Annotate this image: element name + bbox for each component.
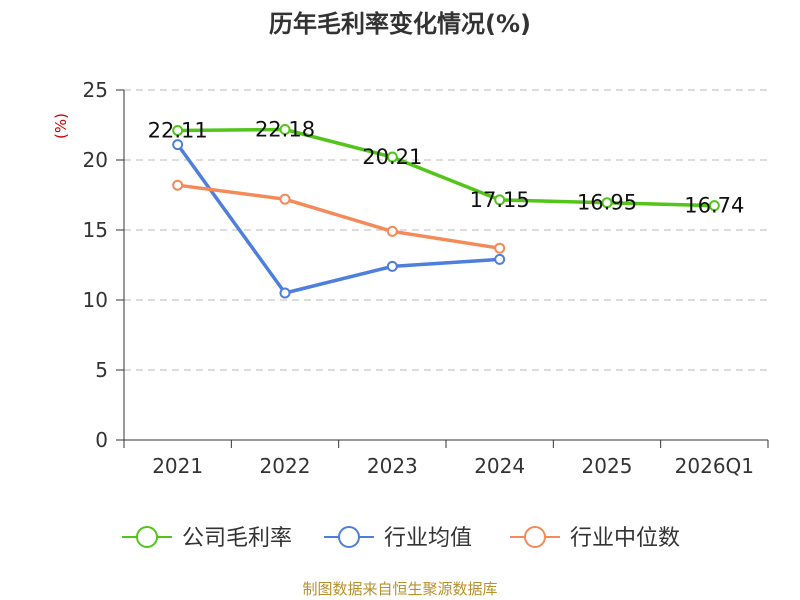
data-point: [708, 200, 720, 212]
data-point: [279, 193, 291, 205]
series-line: [177, 127, 715, 208]
x-tick-label: 2021: [152, 454, 203, 478]
data-label: 17.15: [470, 188, 530, 212]
y-tick-label: 10: [83, 288, 108, 312]
data-point: [494, 242, 506, 254]
x-tick-label: 2023: [367, 454, 418, 478]
data-label: 22.18: [255, 117, 315, 141]
data-label: 16.95: [577, 191, 637, 215]
legend-marker: [524, 526, 546, 548]
chart-title: 历年毛利率变化情况(%): [269, 10, 531, 38]
legend-label: 行业均值: [384, 526, 472, 551]
y-tick-label: 0: [95, 428, 108, 452]
y-tick-label: 20: [83, 148, 108, 172]
x-tick-label: 2026Q1: [675, 454, 754, 478]
data-point: [172, 179, 184, 191]
y-tick-label: 25: [83, 78, 108, 102]
data-point: [172, 124, 184, 136]
series-line: [176, 143, 500, 295]
x-tick-label: 2022: [260, 454, 311, 478]
data-point: [172, 139, 184, 151]
y-axis-label: (%): [52, 113, 70, 139]
data-label: 20.21: [362, 145, 422, 169]
x-tick-label: 2024: [474, 454, 525, 478]
data-point: [601, 197, 613, 209]
source-note: 制图数据来自恒生聚源数据库: [302, 580, 498, 598]
data-point: [494, 194, 506, 206]
data-point: [386, 260, 398, 272]
data-label: 22.11: [148, 118, 208, 142]
y-tick-label: 5: [95, 358, 108, 382]
y-tick-label: 15: [83, 218, 108, 242]
data-point: [279, 123, 291, 135]
data-point: [279, 287, 291, 299]
legend-label: 行业中位数: [570, 526, 680, 551]
legend-label: 公司毛利率: [182, 526, 292, 551]
data-point: [386, 151, 398, 163]
legend-marker: [136, 526, 158, 548]
x-tick-label: 2025: [582, 454, 633, 478]
data-point: [494, 253, 506, 265]
data-point: [386, 225, 398, 237]
series-line: [177, 183, 500, 250]
data-label: 16.74: [684, 194, 744, 218]
legend-marker: [338, 526, 360, 548]
